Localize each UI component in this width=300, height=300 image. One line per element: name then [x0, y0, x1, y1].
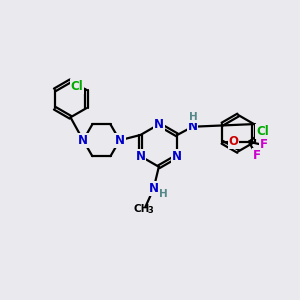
Text: F: F [260, 138, 268, 151]
Text: N: N [154, 118, 164, 131]
Text: O: O [229, 135, 238, 148]
Text: F: F [253, 149, 260, 162]
Text: 3: 3 [147, 206, 153, 215]
Text: N: N [148, 182, 158, 195]
Text: N: N [136, 150, 146, 163]
Text: N: N [115, 134, 125, 147]
Text: CH: CH [134, 204, 150, 214]
Text: Cl: Cl [70, 80, 83, 93]
Text: N: N [172, 150, 182, 163]
Text: H: H [189, 112, 197, 122]
Text: N: N [78, 134, 88, 147]
Text: N: N [188, 120, 197, 133]
Text: H: H [159, 189, 167, 199]
Text: Cl: Cl [256, 125, 269, 138]
